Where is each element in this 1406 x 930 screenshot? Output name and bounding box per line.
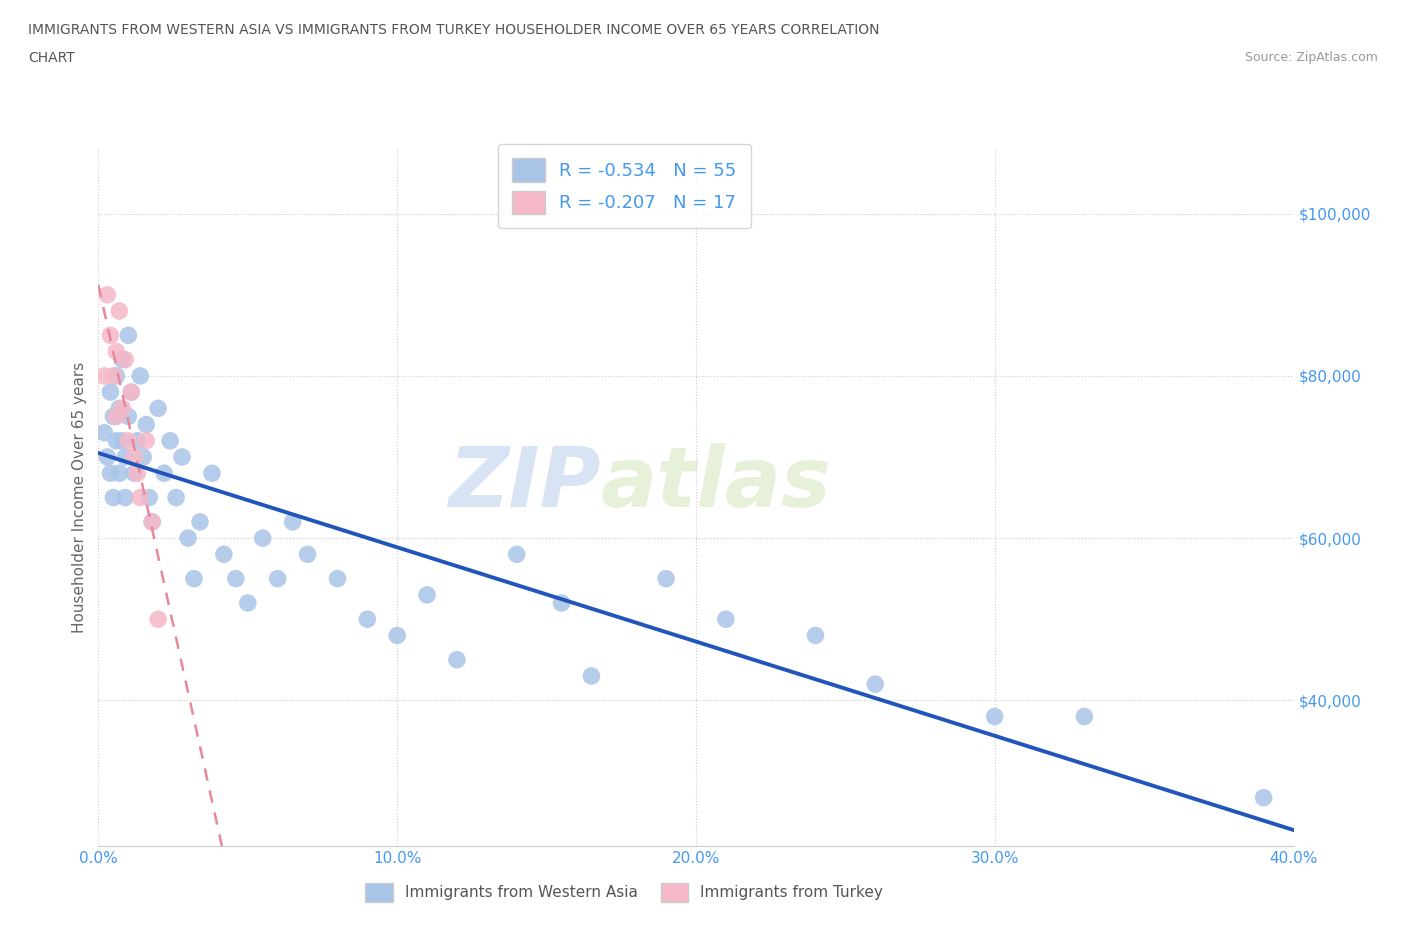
Point — [111, 401, 134, 416]
Point — [129, 368, 152, 383]
Text: CHART: CHART — [28, 51, 75, 65]
Point — [148, 401, 170, 416]
Point — [93, 368, 115, 383]
Point — [105, 433, 128, 448]
Point — [714, 612, 737, 627]
Point — [172, 449, 194, 464]
Point — [506, 547, 529, 562]
Point — [153, 466, 176, 481]
Point — [212, 547, 235, 562]
Point — [132, 449, 155, 464]
Point — [114, 352, 136, 367]
Point — [148, 612, 170, 627]
Point — [326, 571, 349, 586]
Point — [135, 418, 157, 432]
Point — [356, 612, 378, 627]
Point — [550, 595, 572, 610]
Point — [138, 490, 160, 505]
Point — [98, 385, 122, 400]
Point — [96, 287, 118, 302]
Point — [103, 409, 125, 424]
Text: atlas: atlas — [600, 443, 831, 525]
Legend: Immigrants from Western Asia, Immigrants from Turkey: Immigrants from Western Asia, Immigrants… — [359, 877, 890, 909]
Point — [105, 344, 128, 359]
Point — [804, 628, 827, 643]
Point — [1253, 790, 1275, 805]
Point — [252, 531, 274, 546]
Point — [865, 677, 887, 692]
Point — [446, 652, 468, 667]
Point — [108, 401, 131, 416]
Point — [111, 433, 134, 448]
Point — [105, 409, 128, 424]
Text: IMMIGRANTS FROM WESTERN ASIA VS IMMIGRANTS FROM TURKEY HOUSEHOLDER INCOME OVER 6: IMMIGRANTS FROM WESTERN ASIA VS IMMIGRAN… — [28, 23, 880, 37]
Point — [117, 328, 139, 343]
Point — [129, 490, 152, 505]
Text: Source: ZipAtlas.com: Source: ZipAtlas.com — [1244, 51, 1378, 64]
Point — [124, 449, 146, 464]
Point — [98, 466, 122, 481]
Point — [183, 571, 205, 586]
Point — [111, 352, 134, 367]
Point — [416, 588, 439, 603]
Point — [385, 628, 409, 643]
Point — [225, 571, 247, 586]
Point — [120, 385, 142, 400]
Point — [188, 514, 211, 529]
Point — [96, 449, 118, 464]
Point — [103, 490, 125, 505]
Point — [983, 709, 1005, 724]
Point — [141, 514, 163, 529]
Point — [108, 303, 131, 318]
Point — [103, 368, 125, 383]
Point — [124, 466, 146, 481]
Point — [236, 595, 259, 610]
Point — [117, 433, 139, 448]
Point — [159, 433, 181, 448]
Point — [127, 433, 149, 448]
Point — [1073, 709, 1095, 724]
Point — [165, 490, 187, 505]
Point — [127, 466, 149, 481]
Point — [201, 466, 224, 481]
Point — [267, 571, 290, 586]
Y-axis label: Householder Income Over 65 years: Householder Income Over 65 years — [72, 362, 87, 633]
Text: ZIP: ZIP — [447, 443, 600, 525]
Point — [117, 409, 139, 424]
Point — [655, 571, 678, 586]
Point — [114, 490, 136, 505]
Point — [177, 531, 200, 546]
Point — [114, 449, 136, 464]
Point — [297, 547, 319, 562]
Point — [581, 669, 603, 684]
Point — [141, 514, 163, 529]
Point — [105, 368, 128, 383]
Point — [108, 466, 131, 481]
Point — [135, 433, 157, 448]
Point — [98, 328, 122, 343]
Point — [120, 385, 142, 400]
Point — [281, 514, 304, 529]
Point — [93, 425, 115, 440]
